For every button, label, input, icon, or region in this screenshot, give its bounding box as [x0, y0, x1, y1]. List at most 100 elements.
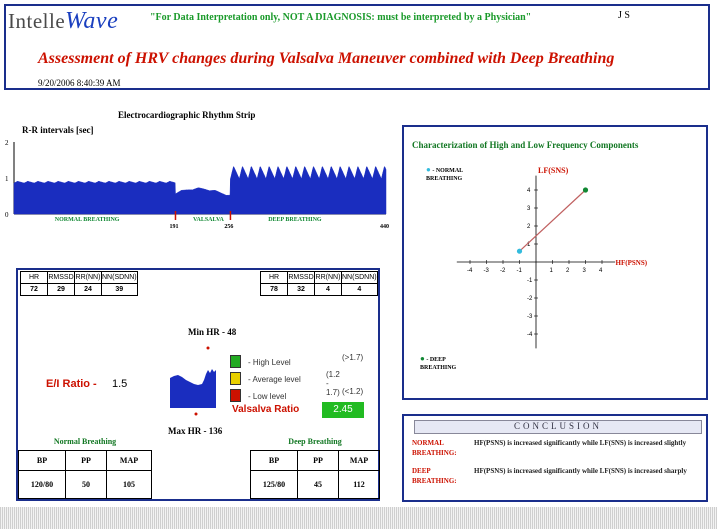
conclusion-title: CONCLUSION: [414, 420, 702, 434]
char-x-tick-label: 4: [599, 268, 603, 274]
normal-bp-table: BP PP MAP 120/80 50 105: [18, 450, 152, 499]
val-pp: 50: [65, 470, 107, 499]
characterization-title: Characterization of High and Low Frequen…: [412, 140, 639, 150]
char-x-tick-label: 1: [550, 268, 554, 274]
char-x-tick-label: -4: [467, 268, 473, 274]
val-rmssd: 32: [287, 283, 315, 296]
char-x-tick-label: 2: [566, 268, 570, 274]
hdr-pp: PP: [65, 450, 107, 471]
valsalva-area: [170, 369, 216, 408]
normal-marker-icon: ●: [426, 165, 431, 174]
char-point-normal-breathing: [516, 248, 523, 254]
char-y-tick-label: -2: [527, 296, 533, 302]
char-x-tick-label: -3: [484, 268, 490, 274]
legend-deep: ● - DEEP BREATHING: [420, 355, 480, 372]
conclusion-deep-label: DEEP BREATHING:: [412, 467, 457, 485]
char-x-tick-label: -2: [500, 268, 506, 274]
low-range: (<1.2): [342, 387, 364, 396]
val-bp: 125/80: [250, 470, 298, 499]
normal-bp-title: Normal Breathing: [53, 437, 117, 446]
segment-label: NORMAL BREATHING: [55, 217, 120, 223]
ei-ratio-label: E/I Ratio -: [46, 378, 97, 390]
strip-y-tick-label: 2: [5, 139, 9, 147]
hdr-sdnn: NN(SDNN): [101, 271, 138, 284]
char-y-tick-label: 4: [527, 188, 531, 194]
val-rrnn: 24: [74, 283, 102, 296]
legend-average: - Average level (1.2 - 1.7): [230, 369, 340, 397]
high-range: (>1.7): [342, 353, 364, 362]
val-bp: 120/80: [18, 470, 66, 499]
characterization-panel: [402, 125, 708, 400]
report-title: Assessment of HRV changes during Valsalv…: [38, 50, 615, 67]
high-swatch: [230, 354, 241, 368]
x-marker-label: 440: [380, 224, 389, 230]
hdr-rmssd: RMSSD: [287, 271, 315, 284]
hdr-bp: BP: [250, 450, 298, 471]
deep-bp-title: Deep Breathing: [288, 437, 342, 446]
ei-ratio-value: 1.5: [112, 378, 128, 390]
average-label: - Average level: [248, 375, 301, 384]
char-point-deep-breathing: [582, 187, 589, 193]
characterization-chart: -4 -3 -2 -1 1 2 3 4 4 3 2 1 -1 -2 -3 -4 LF(SNS) HF(PSNS): [456, 166, 648, 349]
hdr-map: MAP: [106, 450, 152, 471]
max-hr-marker: [194, 412, 198, 416]
valsalva-legend: - High Level (>1.7) - Average level (1.2…: [230, 352, 363, 403]
hdr-hr: HR: [260, 271, 288, 284]
deep-marker-icon: ●: [420, 354, 425, 363]
average-swatch: [230, 371, 241, 385]
legend-low: - Low level (<1.2): [230, 386, 363, 403]
valsalva-mini-chart: [170, 346, 216, 416]
valsalva-ratio-badge: 2.45: [322, 402, 364, 418]
conclusion-normal-text: HF(PSNS) is increased significantly whil…: [474, 439, 687, 447]
bottom-scan-band: [0, 507, 717, 529]
val-rrnn: 4: [314, 283, 342, 296]
char-y-tick-label: 1: [527, 242, 531, 248]
valsalva-ratio-label: Valsalva Ratio: [232, 404, 300, 415]
legend-normal-label: - NORMAL BREATHING: [426, 168, 463, 182]
segment-label: DEEP BREATHING: [268, 217, 322, 223]
strip-title: Electrocardiographic Rhythm Strip: [118, 110, 256, 120]
average-range: (1.2 - 1.7): [326, 370, 340, 397]
val-sdnn: 39: [101, 283, 138, 296]
rr-interval-area: [13, 166, 387, 215]
char-y-tick-label: 2: [527, 224, 531, 230]
valsalva-panel: [16, 268, 380, 501]
x-marker-label: 256: [224, 224, 233, 230]
char-x-tick-label: 3: [583, 268, 587, 274]
max-hr-label: Max HR - 136: [168, 426, 223, 436]
min-hr-marker: [206, 346, 210, 350]
low-swatch: [230, 388, 241, 402]
hdr-sdnn: NN(SDNN): [341, 271, 378, 284]
strip-y-tick-label: 1: [5, 175, 9, 183]
hdr-rrnn: RR(NN): [74, 271, 102, 284]
hdr-rmssd: RMSSD: [47, 271, 75, 284]
report-code: J S: [618, 10, 630, 21]
val-map: 112: [338, 470, 380, 499]
hdr-pp: PP: [297, 450, 339, 471]
char-y-tick-label: 3: [527, 206, 531, 212]
logo-suffix: Wave: [65, 8, 119, 34]
intellewave-logo: IntelleWave: [8, 8, 118, 35]
hdr-rrnn: RR(NN): [314, 271, 342, 284]
rr-axis-label: R-R intervals [sec]: [22, 125, 94, 135]
val-hr: 72: [20, 283, 48, 296]
val-pp: 45: [297, 470, 339, 499]
disclaimer-text: "For Data Interpretation only, NOT A DIA…: [150, 12, 532, 23]
legend-deep-label: - DEEP BREATHING: [420, 357, 457, 371]
x-marker-label: 191: [169, 224, 178, 230]
deep-hrv-table: HR RMSSD RR(NN) NN(SDNN) 78 32 4 4: [260, 271, 378, 296]
conclusion-deep-text: HF(PSNS) is increased significantly whil…: [474, 467, 687, 475]
deep-bp-table: BP PP MAP 125/80 45 112: [250, 450, 380, 499]
report-header: [4, 4, 710, 90]
hdr-map: MAP: [338, 450, 380, 471]
report-datetime: 9/20/2006 8:40:39 AM: [38, 78, 121, 88]
val-rmssd: 29: [47, 283, 75, 296]
legend-normal: ● - NORMAL BREATHING: [426, 166, 486, 183]
strip-y-tick-label: 0: [5, 211, 9, 219]
hdr-bp: BP: [18, 450, 66, 471]
rhythm-strip-chart: 2 1 0 NORMAL BREATHING VALSALVA DEEP BREATHIN…: [5, 139, 389, 230]
conclusion-panel: [402, 414, 708, 502]
legend-high: - High Level (>1.7): [230, 352, 363, 369]
char-x-tick-label: -1: [517, 268, 523, 274]
normal-hrv-table: HR RMSSD RR(NN) NN(SDNN) 72 29 24 39: [20, 271, 138, 296]
